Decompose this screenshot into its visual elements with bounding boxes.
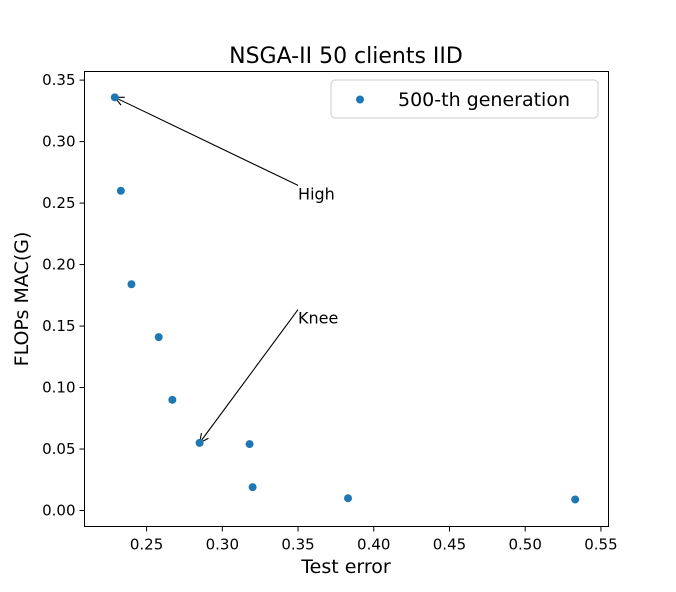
x-tick-label: 0.25 [130,536,163,554]
y-tick-label: 0.20 [42,256,75,274]
annotation-arrow-line [199,309,299,444]
data-point [116,186,125,195]
data-point [344,494,353,503]
annotation-label: High [298,184,335,203]
x-tick-label: 0.55 [584,536,617,554]
data-point [154,333,163,342]
y-tick-label: 0.35 [42,71,75,89]
y-tick-label: 0.05 [42,440,75,458]
y-tick-label: 0.15 [42,317,75,335]
data-point [195,438,204,447]
plot-frame [84,71,609,527]
y-axis-label: FLOPs MAC(G) [11,232,33,367]
data-point [571,495,580,504]
x-tick-label: 0.40 [357,536,390,554]
chart-title: NSGA-II 50 clients IID [229,44,463,69]
legend-box [330,79,599,119]
y-tick-label: 0.10 [42,379,75,397]
x-tick-label: 0.35 [281,536,314,554]
data-point [110,93,119,102]
x-axis-label: Test error [300,556,391,578]
data-point [248,483,257,492]
x-tick-label: 0.45 [433,536,466,554]
x-tick-label: 0.30 [206,536,239,554]
annotation-arrow-line [114,96,299,186]
x-axis-ticks: 0.25 0.30 0.35 0.40 0.45 0.50 0.55 [130,526,618,554]
legend-marker [356,95,364,104]
y-axis-ticks: 0.00 0.05 0.10 0.15 0.20 0.25 0.30 0.35 [42,71,85,520]
data-point [127,280,136,289]
data-point [245,440,254,449]
annotations: High Knee [113,96,338,444]
y-tick-label: 0.25 [42,194,75,212]
y-tick-label: 0.00 [42,502,75,520]
data-point [168,395,177,404]
data-points [110,93,580,504]
legend-label: 500-th generation [398,89,570,111]
y-tick-label: 0.30 [42,133,75,151]
legend: 500-th generation [330,79,599,119]
x-tick-label: 0.50 [509,536,542,554]
annotation-label: Knee [298,309,338,328]
